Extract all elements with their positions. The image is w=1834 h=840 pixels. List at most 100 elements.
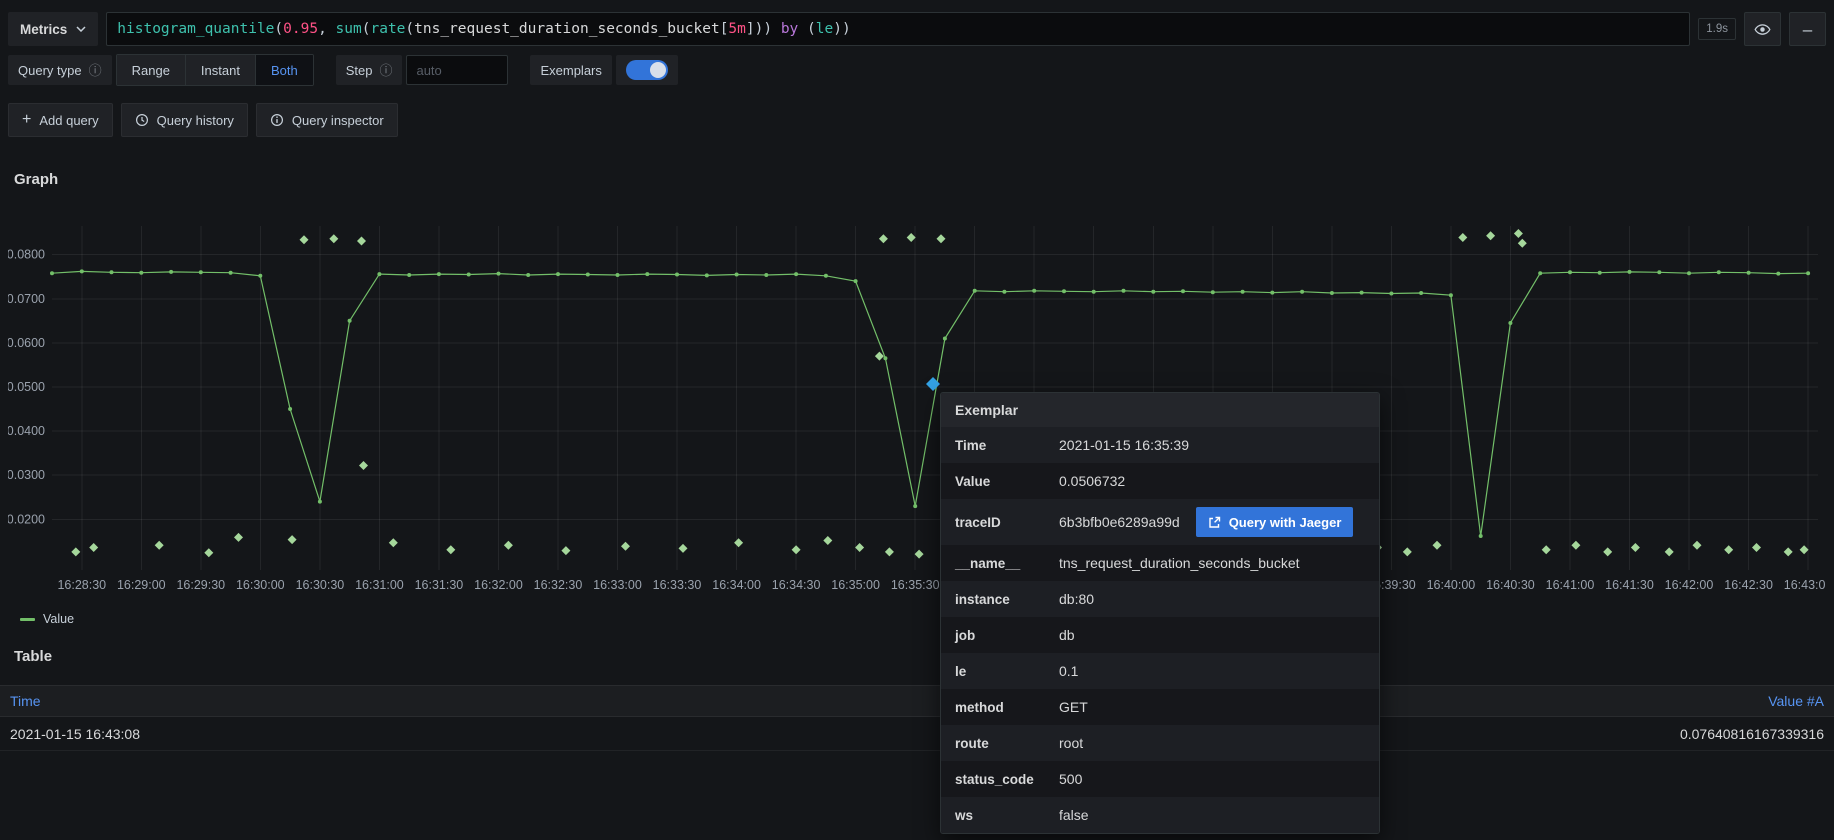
svg-text:16:28:30: 16:28:30: [57, 578, 106, 592]
query-type-option-range[interactable]: Range: [116, 55, 186, 85]
results-table: Time Value #A 2021-01-15 16:43:08 0.076408…: [0, 685, 1834, 751]
svg-text:16:35:00: 16:35:00: [831, 578, 880, 592]
table-panel-title: Table: [14, 648, 53, 665]
svg-text:16:41:00: 16:41:00: [1546, 578, 1595, 592]
svg-text:0.0600: 0.0600: [8, 336, 45, 350]
exemplar-field-label: ws: [955, 807, 974, 823]
svg-text:16:33:30: 16:33:30: [653, 578, 702, 592]
graph-panel: Graph 16:28:30 16:29:00 16:29:30 16:30:00 16…: [0, 153, 1834, 626]
query-token: ]: [745, 21, 755, 37]
table-body: 2021-01-15 16:43:08 0.07640816167339316: [0, 717, 1834, 751]
query-editor[interactable]: histogram_quantile(0.95, sum(rate(tns_re…: [106, 12, 1691, 46]
exemplars-label: Exemplars: [540, 62, 602, 78]
query-token: (: [405, 21, 415, 37]
exemplar-field-row: method GET: [941, 689, 1379, 725]
query-type-option-both[interactable]: Both: [255, 55, 313, 85]
query-actions-row: + Add query Query history Query inspecto…: [0, 86, 1834, 137]
svg-text:16:32:30: 16:32:30: [534, 578, 583, 592]
query-token: 5m: [728, 21, 746, 37]
svg-text:0.0700: 0.0700: [8, 292, 45, 306]
info-circle-icon: [270, 113, 283, 127]
query-token: sum: [335, 21, 362, 37]
query-token: rate: [370, 21, 406, 37]
exemplar-field-value: false: [1059, 807, 1089, 823]
exemplar-field-value: tns_request_duration_seconds_bucket: [1059, 555, 1300, 571]
exemplars-toggle[interactable]: [625, 60, 668, 80]
exemplar-field-row: status_code 500: [941, 761, 1379, 797]
exemplar-field-row: job db: [941, 617, 1379, 653]
graph-chart-wrap: 16:28:30 16:29:00 16:29:30 16:30:00 16:30:30…: [0, 214, 1834, 606]
svg-text:16:35:30: 16:35:30: [891, 578, 940, 592]
svg-text:16:43:00: 16:43:00: [1784, 578, 1826, 592]
query-history-label: Query history: [156, 112, 234, 128]
query-token: histogram_quantile: [117, 21, 275, 37]
datasource-picker[interactable]: Metrics: [8, 12, 99, 46]
add-query-button[interactable]: + Add query: [8, 103, 113, 137]
svg-text:0.0400: 0.0400: [8, 424, 45, 438]
info-icon[interactable]: ⓘ: [379, 62, 393, 78]
exemplar-field-row: Time 2021-01-15 16:35:39: [941, 427, 1379, 463]
query-inspector-label: Query inspector: [291, 112, 384, 128]
svg-text:16:31:30: 16:31:30: [415, 578, 464, 592]
step-input[interactable]: [406, 55, 509, 85]
graph-canvas[interactable]: 16:28:30 16:29:00 16:29:30 16:30:00 16:30:30…: [8, 214, 1826, 606]
query-type-option-instant[interactable]: Instant: [185, 55, 256, 85]
exemplar-field-label: job: [955, 627, 976, 643]
datasource-label: Metrics: [20, 21, 68, 37]
eye-icon: [1754, 23, 1771, 35]
exemplars-toggle-chip: [615, 55, 678, 85]
exemplar-field-label: route: [955, 735, 989, 751]
table-row[interactable]: 2021-01-15 16:43:08 0.07640816167339316: [0, 717, 1834, 751]
exemplar-field-label: Time: [955, 437, 987, 453]
query-inspector-button[interactable]: Query inspector: [255, 103, 398, 137]
graph-panel-title: Graph: [14, 171, 59, 188]
exemplar-field-value: 6b3bfb0e6289a99d: [1059, 514, 1180, 530]
exemplar-field-value: GET: [1059, 699, 1088, 715]
exemplar-field-row: route root: [941, 725, 1379, 761]
exemplar-field-row: le 0.1: [941, 653, 1379, 689]
query-token: tns_request_duration_seconds_bucket: [414, 21, 720, 37]
table-column-header[interactable]: Time: [10, 693, 41, 709]
chevron-down-icon: [76, 26, 86, 32]
exemplar-field-value: 2021-01-15 16:35:39: [1059, 437, 1189, 453]
table-panel: Table Time Value #A 2021-01-15 16:43:08 0.…: [0, 648, 1834, 751]
svg-text:16:31:00: 16:31:00: [355, 578, 404, 592]
svg-text:16:33:00: 16:33:00: [593, 578, 642, 592]
collapse-query-row-button[interactable]: –: [1789, 12, 1826, 46]
query-token: (: [274, 21, 284, 37]
svg-text:16:29:30: 16:29:30: [176, 578, 225, 592]
query-history-button[interactable]: Query history: [120, 103, 248, 137]
svg-text:0.0300: 0.0300: [8, 468, 45, 482]
minus-icon: –: [1802, 19, 1813, 39]
info-icon[interactable]: ⓘ: [88, 62, 102, 78]
query-token: by: [772, 21, 808, 37]
exemplar-field-label: __name__: [955, 555, 1021, 571]
exemplar-field-value: root: [1059, 735, 1084, 751]
table-cell: 2021-01-15 16:43:08: [10, 725, 140, 742]
svg-text:0.0500: 0.0500: [8, 380, 45, 394]
query-token: [: [719, 21, 729, 37]
query-type-label-chip: Query type ⓘ: [8, 55, 112, 85]
svg-text:0.0800: 0.0800: [8, 248, 45, 262]
exemplar-field-row: instance db:80: [941, 581, 1379, 617]
query-token: (: [361, 21, 371, 37]
table-column-header[interactable]: Value #A: [1768, 693, 1824, 709]
exemplar-field-value: 0.0506732: [1059, 473, 1126, 489]
add-query-label: Add query: [39, 112, 99, 128]
exemplar-field-value: 0.1: [1059, 663, 1079, 679]
query-token: 0.95: [283, 21, 319, 37]
query-with-jaeger-button[interactable]: Query with Jaeger: [1195, 507, 1354, 537]
svg-text:16:30:00: 16:30:00: [236, 578, 285, 592]
svg-text:16:34:00: 16:34:00: [712, 578, 761, 592]
query-token: )): [833, 21, 851, 37]
svg-text:16:30:30: 16:30:30: [296, 578, 345, 592]
step-label: Step: [345, 62, 373, 78]
graph-legend[interactable]: Value: [0, 606, 74, 626]
query-exec-time: 1.9s: [1698, 18, 1736, 40]
query-preview-button[interactable]: [1744, 12, 1781, 46]
exemplar-field-value: db:80: [1059, 591, 1095, 607]
exemplar-field-row: traceID 6b3bfb0e6289a99d Query with Jaeger: [941, 499, 1379, 545]
query-row: Metrics histogram_quantile(0.95, sum(rat…: [0, 0, 1834, 46]
